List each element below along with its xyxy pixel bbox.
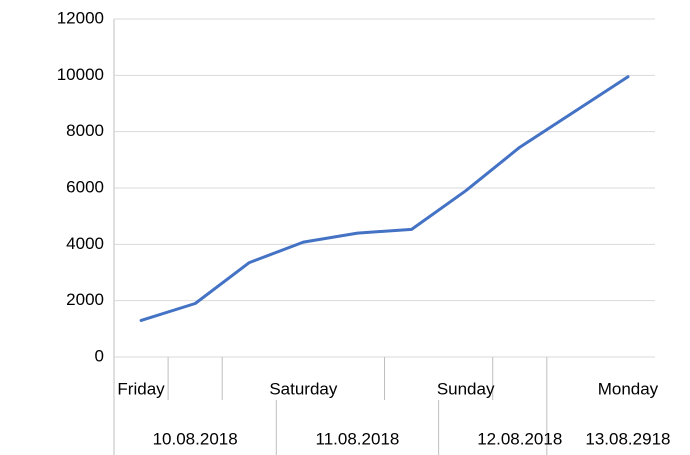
y-tick-label: 0 [95, 346, 104, 365]
x-tick-label: Friday [117, 379, 165, 398]
y-tick-label: 10000 [57, 65, 104, 84]
y-tick-label: 6000 [66, 177, 104, 196]
y-tick-label: 2000 [66, 290, 104, 309]
data-line [139, 75, 630, 322]
x-group-label: 10.08.2018 [153, 429, 238, 448]
x-tick-label: Monday [598, 379, 659, 398]
y-tick-label: 4000 [66, 234, 104, 253]
x-tick-label: Saturday [269, 379, 338, 398]
y-tick-label: 12000 [57, 8, 104, 27]
x-group-label: 11.08.2018 [316, 429, 400, 448]
x-tick-label: Sunday [437, 379, 495, 398]
x-group-label: 13.08.2918 [585, 429, 670, 448]
y-tick-label: 8000 [66, 121, 104, 140]
x-group-label: 12.08.2018 [477, 429, 562, 448]
